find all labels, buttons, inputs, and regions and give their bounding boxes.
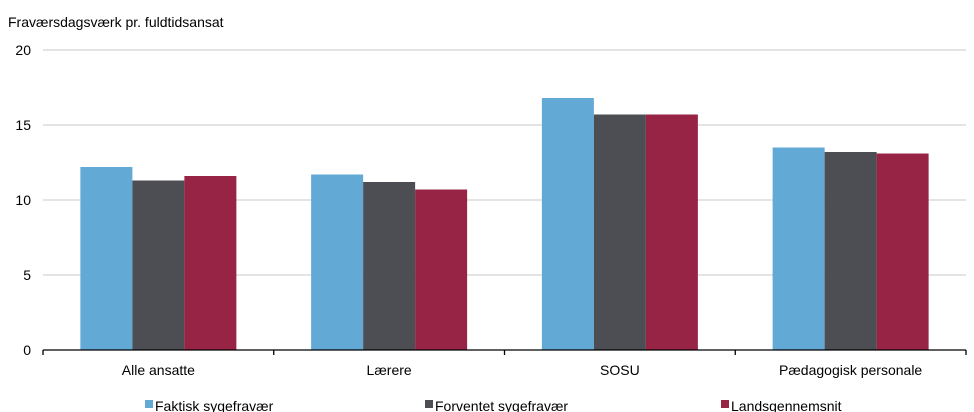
y-tick-label: 20 (15, 42, 31, 58)
y-tick-label: 5 (23, 267, 31, 283)
bar (645, 114, 698, 350)
bar (772, 147, 825, 350)
x-tick-label: Lærere (367, 362, 412, 378)
x-axis-tick-labels: Alle ansatte Lærere SOSU Pædagogisk persona… (122, 362, 923, 378)
bar (132, 180, 185, 350)
bar (311, 174, 364, 350)
bar (824, 152, 877, 350)
bar (593, 114, 646, 350)
bar (363, 182, 416, 350)
bar (876, 153, 929, 350)
legend: Faktisk sygefravær Forventet sygefravær La… (145, 398, 842, 412)
legend-label: Landsgennemsnit (731, 398, 842, 412)
y-axis-tick-labels: 0 5 10 15 20 (15, 42, 31, 358)
x-axis (42, 349, 967, 355)
x-tick-label: SOSU (600, 362, 640, 378)
legend-label: Forventet sygefravær (435, 398, 568, 412)
bar (184, 176, 237, 350)
y-axis-title: Fraværsdagsværk pr. fuldtidsansat (8, 14, 224, 30)
legend-label: Faktisk sygefravær (155, 398, 274, 412)
legend-swatch (425, 400, 433, 408)
legend-swatch (145, 400, 153, 408)
bar (541, 98, 594, 350)
x-tick-label: Pædagogisk personale (779, 362, 922, 378)
bar (415, 189, 468, 350)
bar (80, 167, 133, 350)
y-tick-label: 10 (15, 192, 31, 208)
bars (80, 98, 929, 350)
legend-swatch (721, 400, 729, 408)
y-tick-label: 0 (23, 342, 31, 358)
x-tick-label: Alle ansatte (122, 362, 195, 378)
y-tick-label: 15 (15, 117, 31, 133)
